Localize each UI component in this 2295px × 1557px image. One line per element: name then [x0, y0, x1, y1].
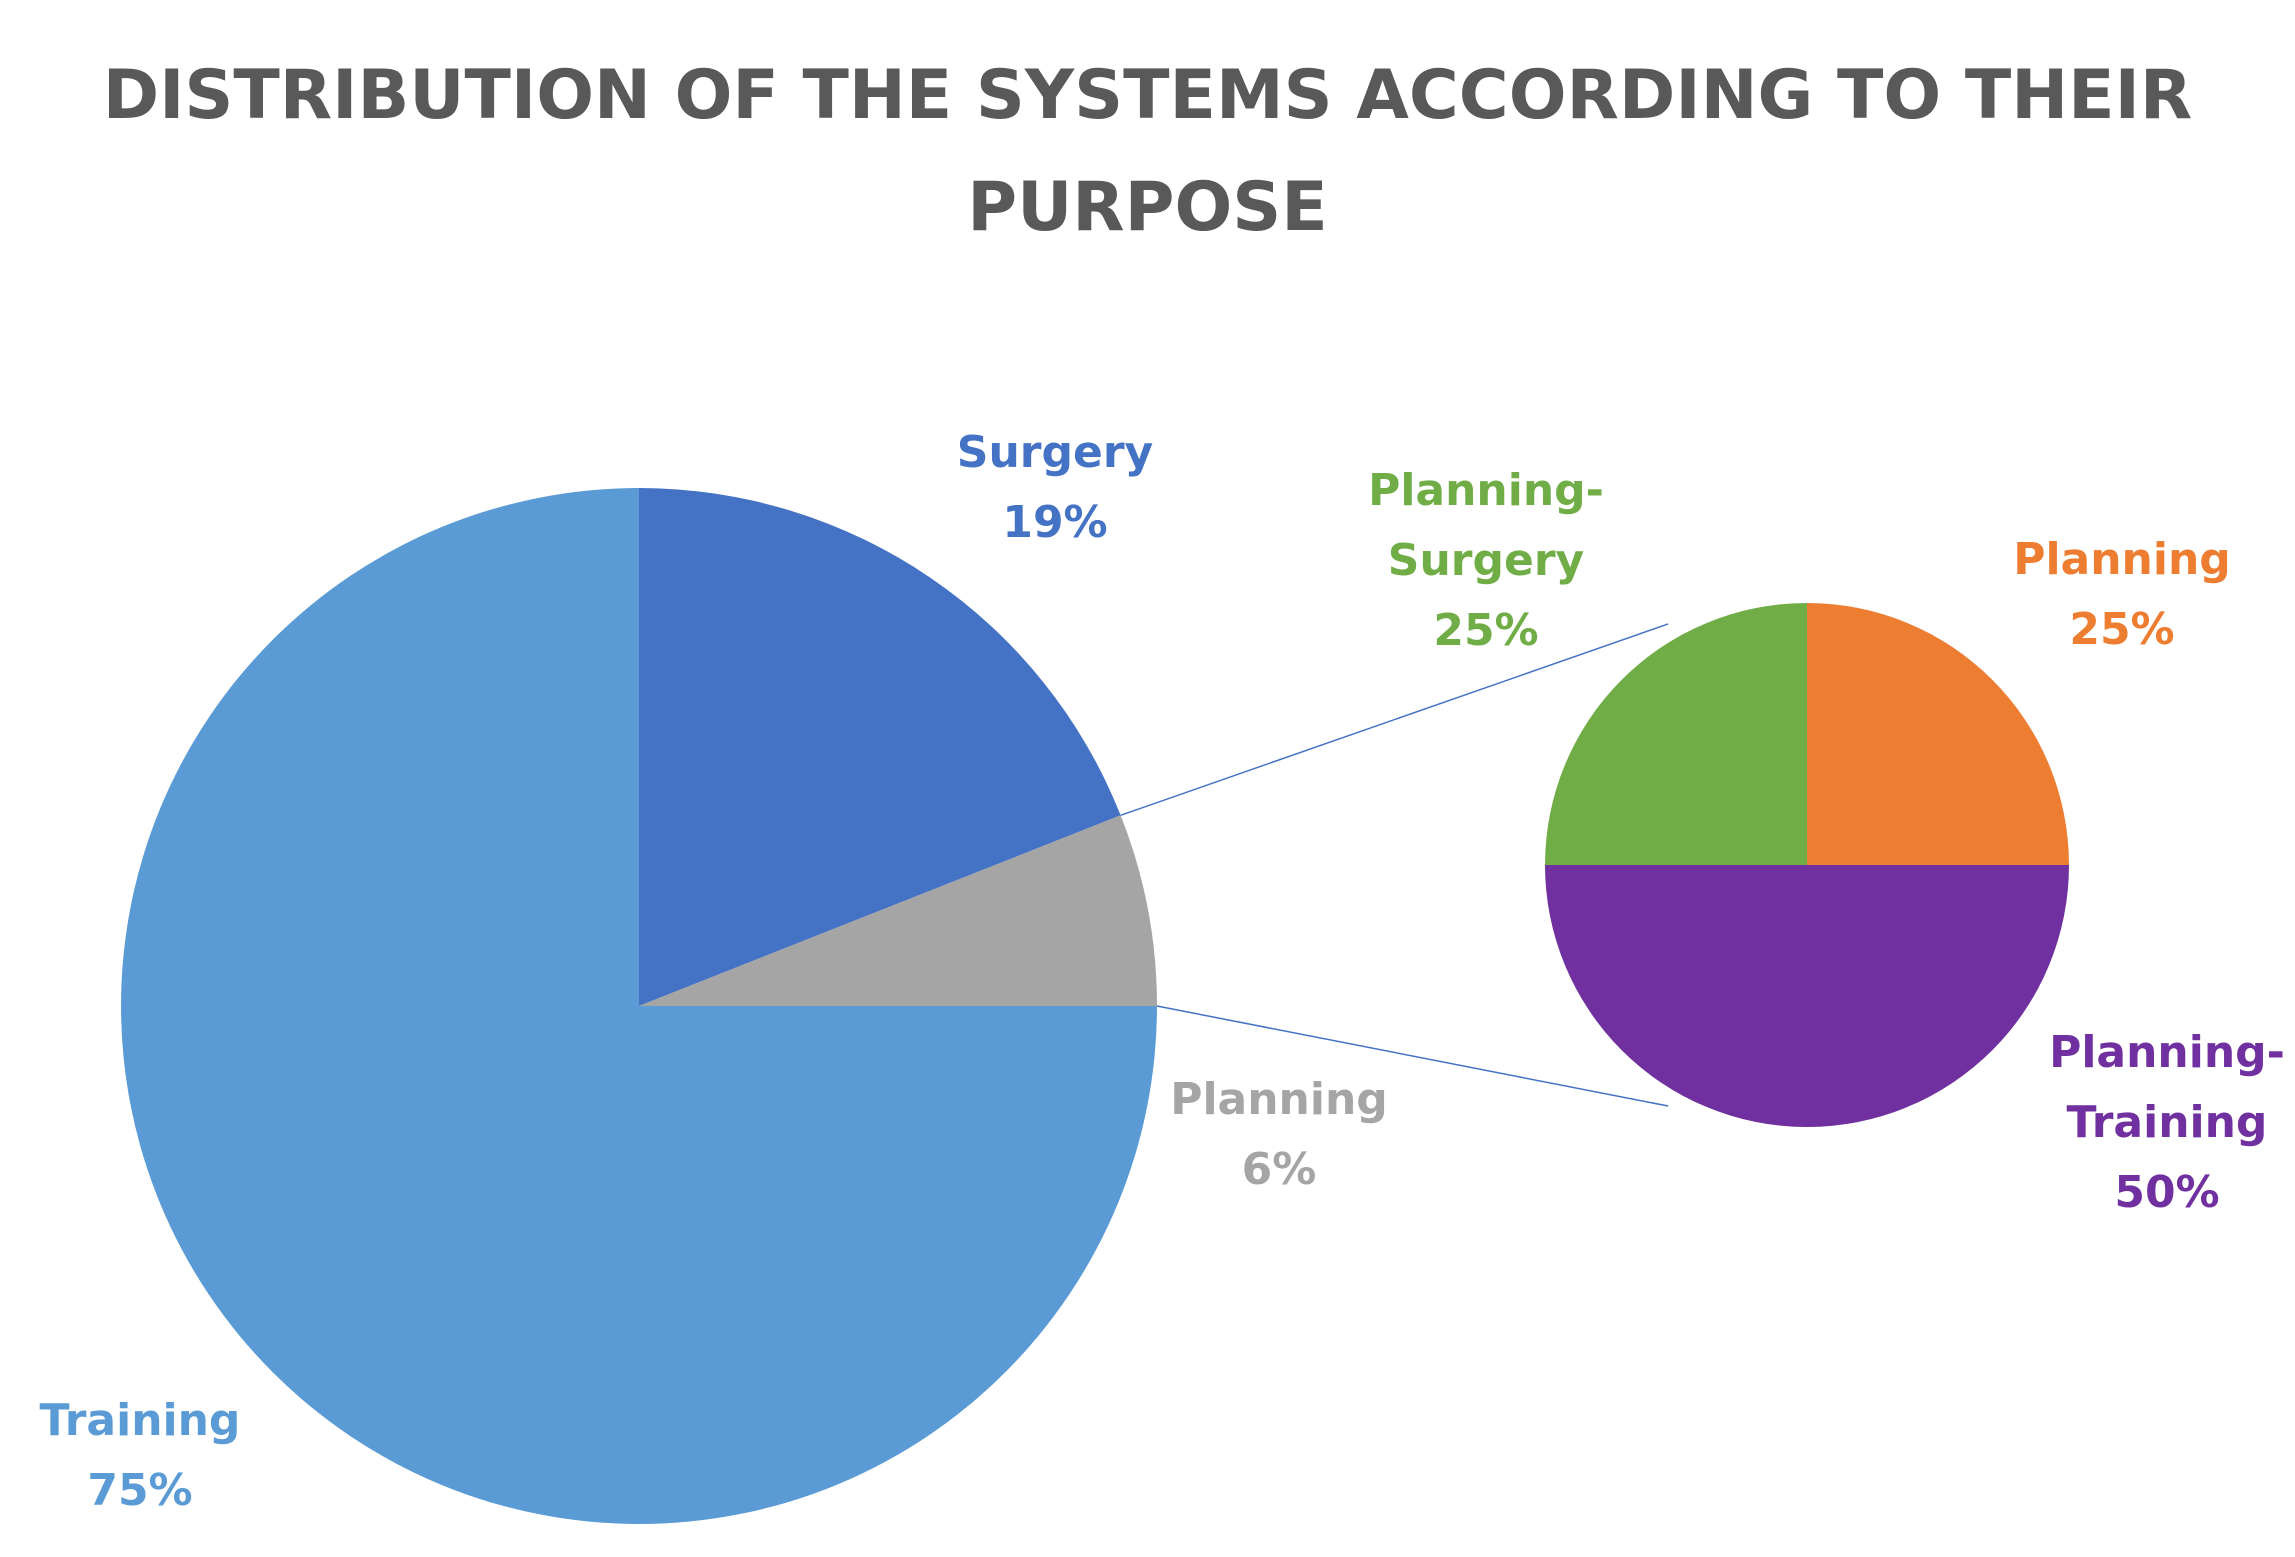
label-line: Training [2067, 1097, 2268, 1148]
connector-line [1120, 623, 1669, 817]
label-line: Planning [1170, 1074, 1388, 1125]
data-label: 50% [2114, 1167, 2219, 1218]
chart-title: DISTRIBUTION OF THE SYSTEMS ACCORDING TO… [102, 56, 2193, 247]
slice-label: Planning- Surgery [1368, 465, 1604, 586]
data-label: 25% [1433, 605, 1538, 656]
connector-line [1156, 1005, 1669, 1107]
pie-slice [639, 488, 1121, 1006]
pie-slice [1807, 603, 2069, 865]
label-line: Planning [2013, 534, 2231, 585]
slice-label: Surgery [957, 427, 1153, 478]
pie-slice [121, 488, 1157, 1524]
pie-slice [639, 815, 1157, 1006]
label-line: Training [40, 1395, 241, 1446]
label-line: Surgery [957, 427, 1153, 478]
pie-slice [1545, 865, 2069, 1127]
pie-slice [1545, 603, 1807, 865]
slice-label: Training [40, 1395, 241, 1446]
label-line: Surgery [1388, 535, 1584, 586]
slice-label: Planning [2013, 534, 2231, 585]
data-label: 25% [2069, 604, 2174, 655]
data-label: 75% [87, 1465, 192, 1516]
label-line: Planning- [2049, 1027, 2285, 1078]
slice-label: Planning [1170, 1074, 1388, 1125]
data-label: 19% [1002, 497, 1107, 548]
label-line: Planning- [1368, 465, 1604, 516]
slice-label: Planning- Training [2049, 1027, 2285, 1148]
data-label: 6% [1242, 1144, 1317, 1195]
